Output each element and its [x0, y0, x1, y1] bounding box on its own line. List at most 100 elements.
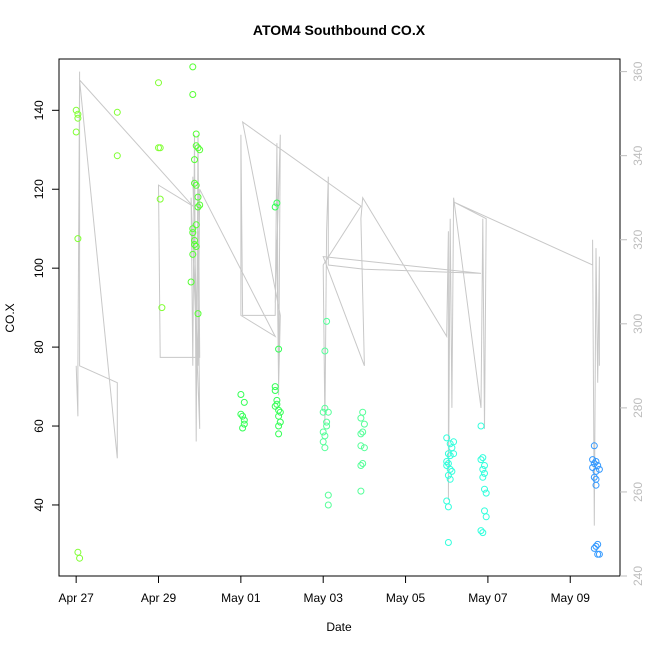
- data-point: [194, 203, 202, 211]
- data-point: [74, 114, 82, 122]
- data-point: [275, 430, 283, 438]
- data-point: [357, 442, 365, 450]
- data-point: [191, 179, 198, 187]
- data-point: [479, 454, 487, 462]
- point-layer: [72, 63, 603, 562]
- data-point: [481, 462, 488, 469]
- y-tick-label: 80: [32, 340, 46, 354]
- data-point: [239, 412, 247, 420]
- data-point: [194, 310, 202, 318]
- data-point: [477, 456, 485, 464]
- data-point: [481, 469, 488, 477]
- data-point: [359, 460, 367, 467]
- data-point: [444, 503, 452, 511]
- data-point: [276, 418, 284, 426]
- data-point: [446, 440, 454, 448]
- x-axis: Apr 27 Apr 29 May 01 May 03 May 05 May 07 May …: [58, 576, 590, 605]
- data-point: [590, 473, 598, 481]
- trace-layer: [75, 71, 600, 526]
- data-point: [196, 201, 204, 209]
- data-point: [443, 458, 451, 465]
- data-point: [192, 142, 200, 150]
- data-point: [321, 404, 329, 412]
- data-point: [189, 229, 197, 237]
- y2-tick-label: 340: [631, 145, 645, 165]
- data-point: [357, 414, 365, 422]
- data-point: [155, 79, 162, 87]
- data-point: [595, 550, 603, 558]
- data-point: [446, 475, 454, 483]
- y2-tick-label: 280: [631, 398, 645, 418]
- y2-tick-label: 320: [631, 229, 645, 249]
- data-point: [192, 181, 200, 189]
- data-point: [479, 529, 487, 537]
- x-tick-label: May 01: [221, 591, 261, 605]
- data-point: [189, 225, 197, 233]
- data-point: [192, 221, 200, 229]
- y2-tick-label: 240: [631, 566, 645, 586]
- data-point: [589, 456, 597, 464]
- y2-tick-label: 300: [631, 313, 645, 333]
- data-point: [479, 465, 487, 473]
- data-point: [319, 408, 327, 416]
- secondary-y-axis: 240 260 280 300 320 340 360: [620, 61, 645, 586]
- data-point: [74, 110, 82, 118]
- data-point: [321, 444, 329, 452]
- data-point: [275, 345, 283, 353]
- x-tick-label: Apr 29: [141, 591, 177, 605]
- data-point: [271, 387, 279, 394]
- data-point: [446, 452, 454, 460]
- data-point: [324, 501, 332, 509]
- data-point: [276, 408, 284, 416]
- data-point: [158, 304, 166, 312]
- data-point: [477, 422, 485, 430]
- data-point: [482, 489, 490, 497]
- data-point: [357, 487, 365, 495]
- data-point: [359, 428, 367, 436]
- y-tick-label: 140: [32, 100, 46, 120]
- data-point: [187, 278, 195, 286]
- data-point: [448, 467, 456, 475]
- data-point: [595, 465, 603, 473]
- y-axis: 40 60 80 100 120 140: [32, 100, 59, 512]
- data-point: [592, 542, 600, 550]
- data-point: [240, 416, 248, 424]
- data-point: [189, 63, 197, 71]
- data-point: [592, 481, 600, 489]
- y-tick-label: 60: [32, 419, 46, 433]
- data-point: [192, 130, 200, 138]
- plot-frame: [58, 58, 621, 577]
- data-point: [321, 347, 329, 355]
- data-point: [271, 383, 279, 391]
- data-point: [271, 203, 279, 211]
- data-point: [237, 391, 245, 398]
- x-tick-label: May 09: [551, 591, 591, 605]
- data-point: [194, 193, 202, 201]
- data-point: [319, 428, 327, 436]
- data-point: [191, 241, 198, 248]
- data-point: [113, 108, 121, 116]
- x-tick-label: May 07: [468, 591, 508, 605]
- data-point: [72, 128, 80, 136]
- data-point: [360, 444, 368, 452]
- data-point: [443, 462, 451, 469]
- data-point: [194, 144, 202, 152]
- data-point: [191, 156, 198, 164]
- data-point: [239, 424, 247, 432]
- data-point: [237, 410, 245, 418]
- data-point: [444, 539, 452, 546]
- data-point: [592, 458, 600, 465]
- data-point: [192, 243, 200, 250]
- data-point: [113, 152, 121, 160]
- data-point: [594, 540, 602, 548]
- data-point: [357, 462, 365, 469]
- data-point: [324, 408, 332, 416]
- data-point: [444, 471, 452, 479]
- x-tick-label: Apr 27: [58, 591, 94, 605]
- data-point: [189, 91, 197, 98]
- data-point: [240, 398, 248, 406]
- chart-title: ATOM4 Southbound CO.X: [253, 22, 426, 38]
- data-point: [196, 146, 204, 154]
